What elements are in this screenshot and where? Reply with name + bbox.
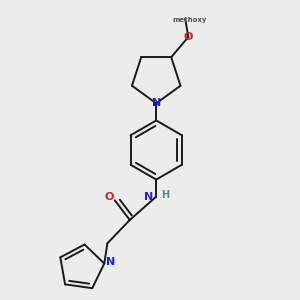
Text: methoxy: methoxy: [172, 17, 207, 23]
Text: O: O: [184, 32, 193, 42]
Text: H: H: [161, 190, 169, 200]
Text: N: N: [152, 98, 161, 108]
Text: N: N: [106, 257, 116, 267]
Text: O: O: [105, 192, 114, 202]
Text: N: N: [144, 192, 153, 202]
